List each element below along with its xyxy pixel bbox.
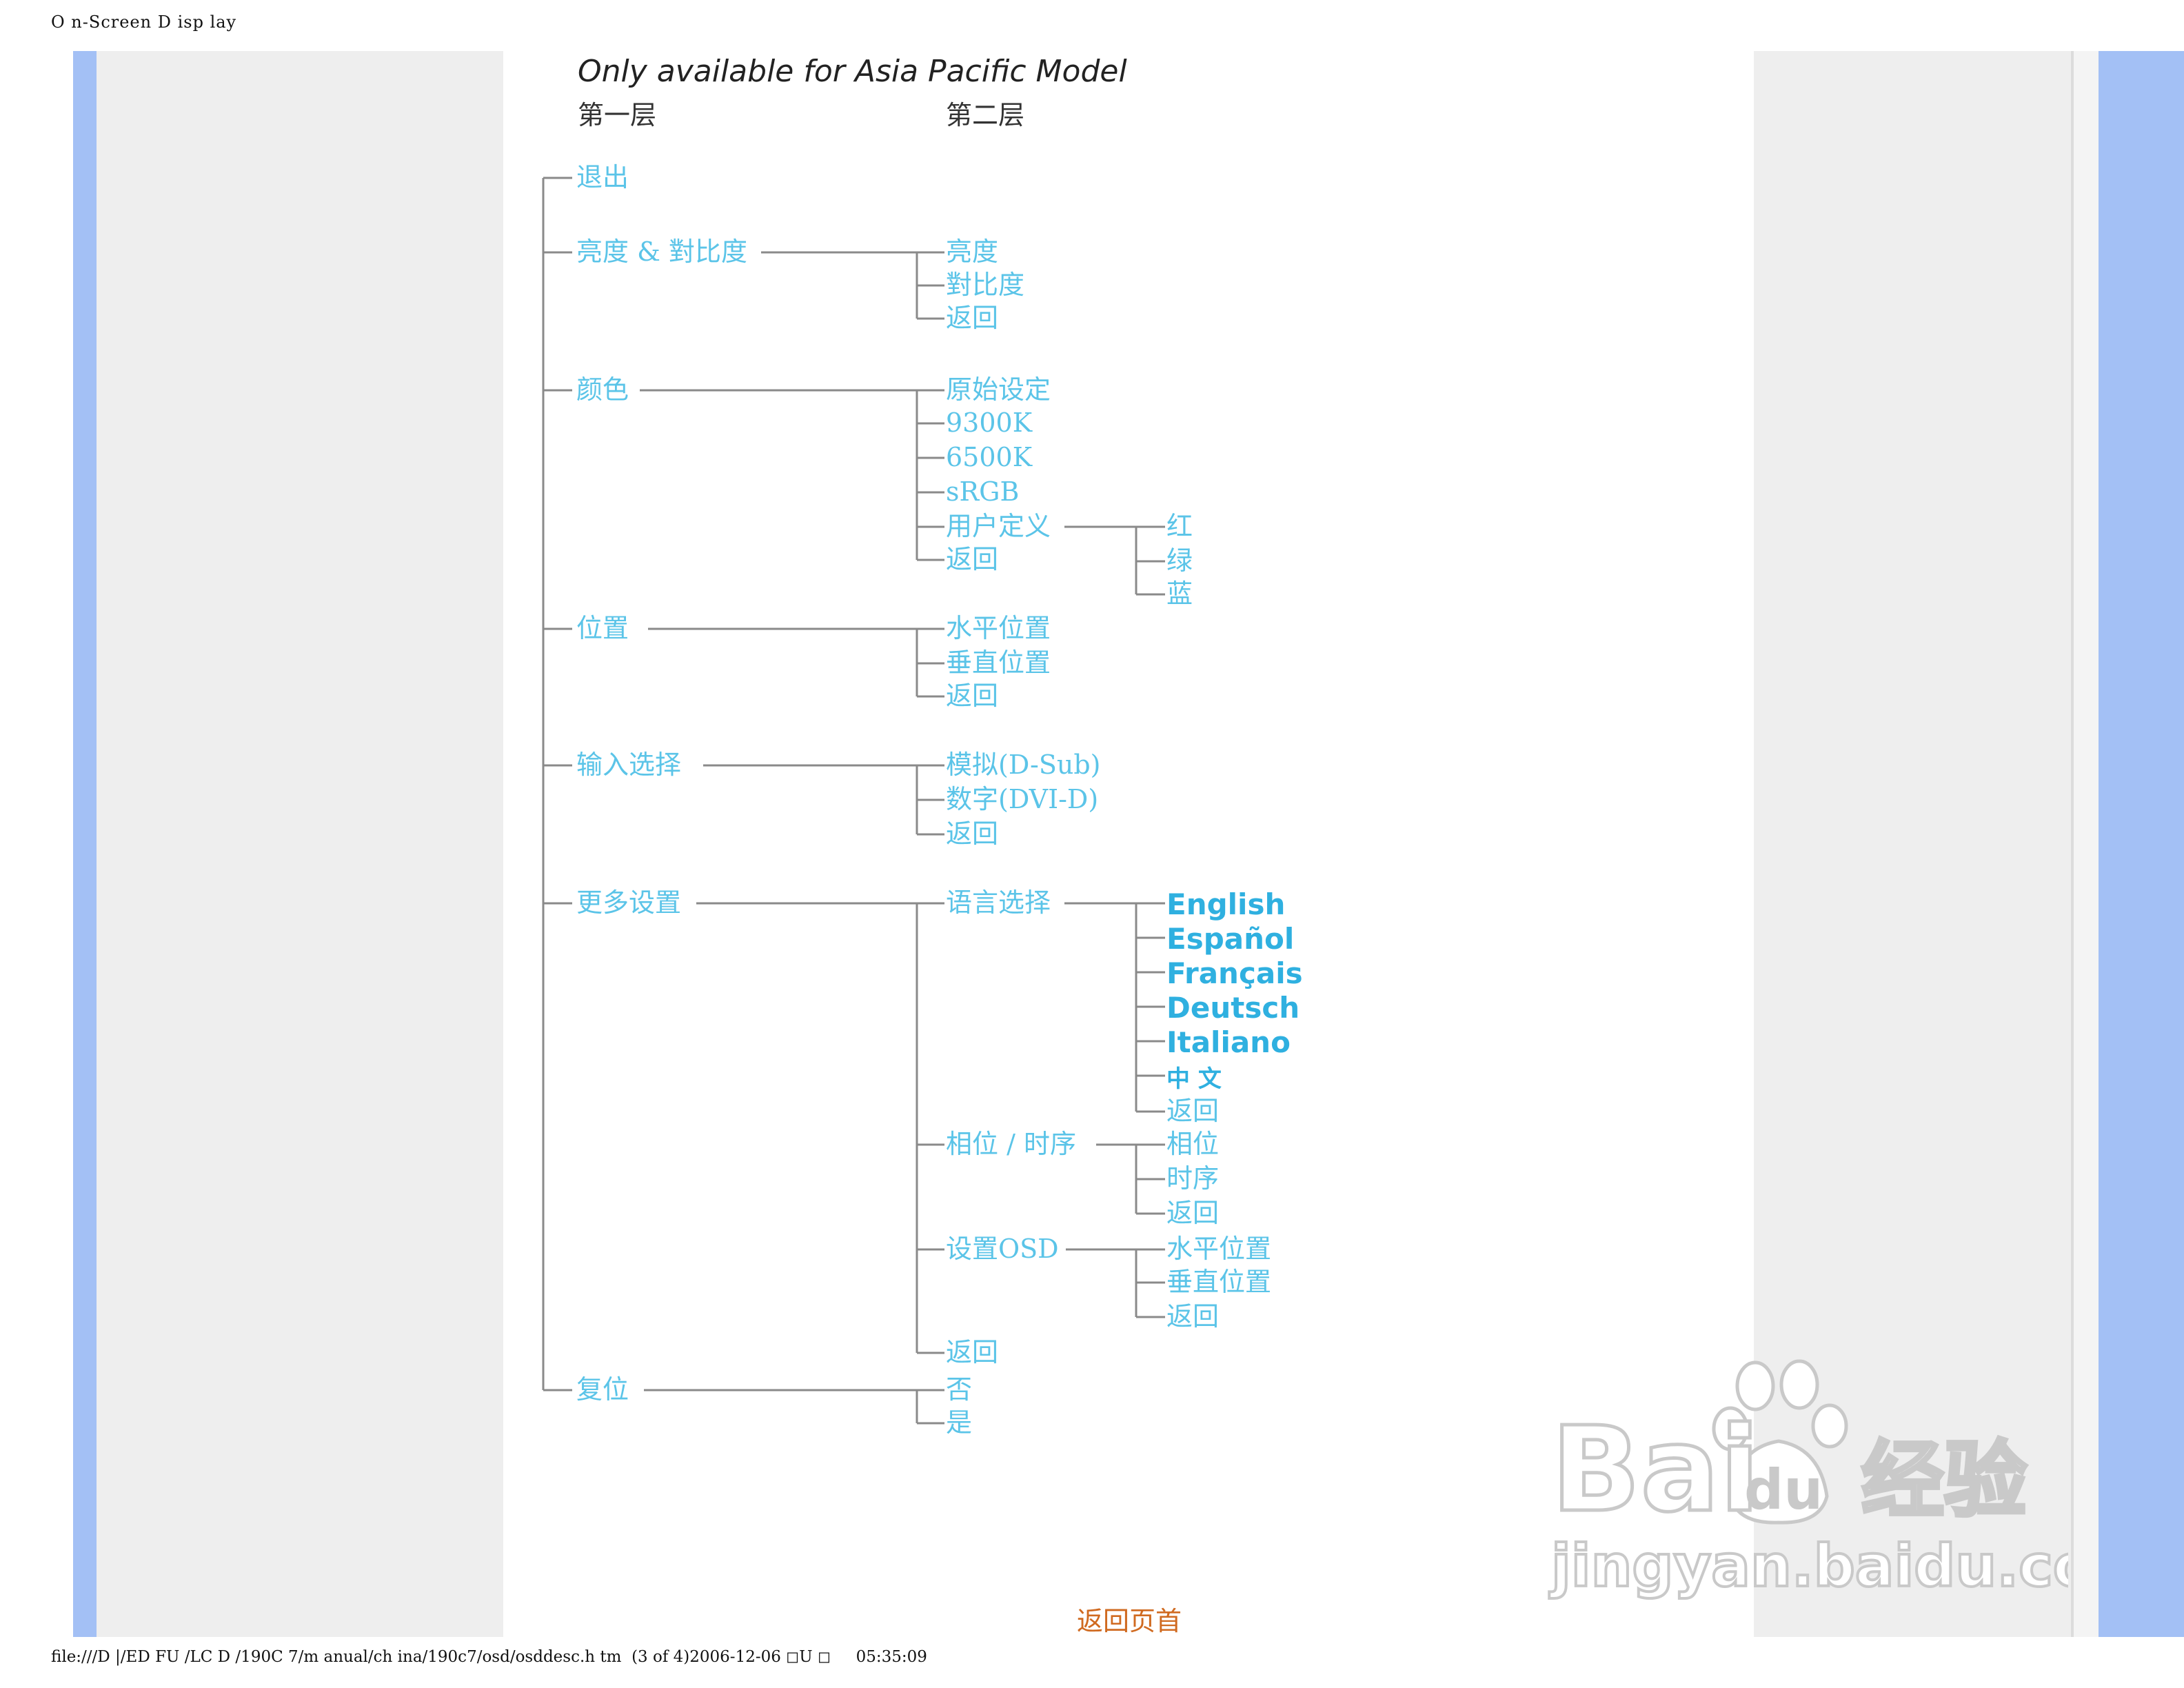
level3-items: 红 绿 蓝 相位 时序 返回 水平位置 垂直位置 返回	[1166, 511, 1271, 1332]
watermark-brand: Bai	[1551, 1402, 1760, 1538]
watermark-cn: 经验	[1861, 1433, 2027, 1529]
lang-italian: Italiano	[1166, 1025, 1291, 1059]
l3-osd-back: 返回	[1166, 1301, 1219, 1332]
paw-logo-icon	[1712, 1359, 1848, 1525]
l2-reset-no: 否	[946, 1374, 972, 1405]
level1-items: 退出 亮度 & 對比度 颜色 位置 输入选择 更多设置 复位	[576, 162, 747, 1405]
l3-clock: 时序	[1166, 1163, 1219, 1194]
watermark-url: jingyan.baidu.com	[1549, 1532, 2068, 1600]
l2-position-back: 返回	[946, 681, 998, 711]
right-light-strip	[2074, 51, 2099, 1637]
l2-more-osd-settings: 设置OSD	[946, 1234, 1059, 1264]
l2-reset-yes: 是	[946, 1407, 972, 1438]
lang-chinese: 中 文	[1166, 1065, 1222, 1093]
back-to-top-link[interactable]: 返回页首	[1077, 1606, 1182, 1636]
l2-more-back: 返回	[946, 1337, 998, 1367]
l2-more-phase-clock: 相位 / 时序	[946, 1129, 1076, 1159]
col1-heading: 第一层	[578, 100, 656, 130]
l2-more-language: 语言选择	[946, 887, 1051, 918]
content-area	[503, 51, 1754, 1637]
l1-input-select: 输入选择	[576, 750, 681, 780]
l1-reset: 复位	[576, 1374, 629, 1405]
l2-color-srgb: sRGB	[946, 476, 1019, 507]
l2-input-analog: 模拟(D-Sub)	[946, 750, 1101, 780]
lang-german: Deutsch	[1166, 991, 1300, 1025]
l2-input-digital: 数字(DVI-D)	[946, 784, 1098, 814]
left-gray-panel	[97, 51, 503, 1637]
l2-color-6500k: 6500K	[946, 442, 1033, 472]
l1-more-settings: 更多设置	[576, 887, 681, 918]
right-blue-band	[2099, 51, 2184, 1637]
right-divider	[2071, 51, 2074, 1637]
l2-color-user-define: 用户定义	[946, 511, 1051, 541]
l3-blue: 蓝	[1166, 579, 1193, 609]
l1-exit: 退出	[576, 162, 629, 192]
l2-position-horizontal: 水平位置	[946, 613, 1051, 643]
l2-position-vertical: 垂直位置	[946, 647, 1051, 678]
page-footer-path: file:///D |/ED FU /LC D /190C 7/m anual/…	[51, 1648, 927, 1666]
l1-color: 颜色	[576, 374, 629, 405]
l2-brightness-back: 返回	[946, 303, 998, 333]
l3-green: 绿	[1166, 545, 1193, 576]
diagram-subtitle: Only available for Asia Pacific Model	[578, 54, 1127, 89]
l1-brightness-contrast: 亮度 & 對比度	[576, 237, 747, 267]
l2-color-9300k: 9300K	[946, 408, 1033, 438]
level2-items: 亮度 對比度 返回 原始设定 9300K 6500K sRGB 用户定义 返回 …	[946, 237, 1101, 1438]
lang-back: 返回	[1166, 1096, 1219, 1126]
l3-phase: 相位	[1166, 1129, 1219, 1159]
l3-osd-vertical: 垂直位置	[1166, 1267, 1271, 1297]
l3-phase-back: 返回	[1166, 1198, 1219, 1228]
col2-heading: 第二层	[946, 100, 1024, 130]
page-header-title: O n-Screen D isp lay	[51, 12, 237, 32]
l2-color-back: 返回	[946, 544, 998, 574]
language-items: English Español Français Deutsch Italian…	[1166, 887, 1303, 1126]
l1-position: 位置	[576, 613, 629, 643]
l3-osd-horizontal: 水平位置	[1166, 1234, 1271, 1264]
l2-color-original: 原始设定	[946, 374, 1051, 405]
baidu-jingyan-watermark: Bai du 经验 jingyan.baidu.com	[1548, 1359, 2068, 1601]
watermark-brand2: du	[1744, 1458, 1823, 1522]
l3-red: 红	[1166, 511, 1193, 541]
lang-english: English	[1166, 887, 1285, 921]
lang-spanish: Español	[1166, 922, 1294, 956]
l2-input-back: 返回	[946, 818, 998, 849]
left-blue-band	[73, 51, 97, 1637]
l2-brightness: 亮度	[946, 237, 998, 267]
tree-connector-lines	[542, 177, 1165, 1425]
lang-french: Français	[1166, 956, 1303, 990]
l2-contrast: 對比度	[946, 270, 1024, 300]
